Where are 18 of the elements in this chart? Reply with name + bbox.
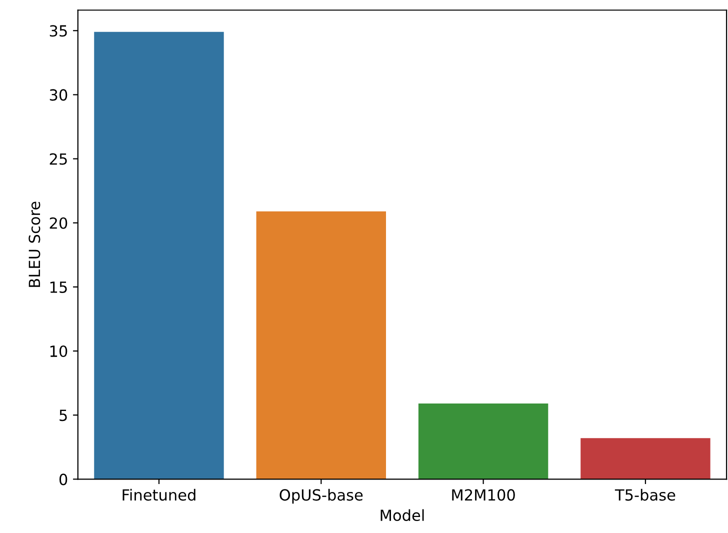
y-tick-label: 30 (50, 89, 68, 101)
y-tick-label: 5 (60, 410, 67, 422)
x-tick-label: Finetuned (122, 488, 196, 501)
y-tick-label: 25 (50, 153, 67, 165)
x-tick-label: M2M100 (452, 489, 515, 501)
y-tick-label: 10 (50, 345, 68, 358)
bar (256, 211, 386, 480)
y-tick-label: 15 (50, 282, 67, 293)
y-axis-title: BLEU Score (28, 202, 40, 287)
bar (94, 32, 224, 480)
x-axis-title: Model (380, 509, 424, 522)
bar (418, 404, 548, 480)
y-tick-label: 20 (50, 217, 68, 229)
x-tick-label: OpUS-base (280, 488, 363, 504)
y-tick-label: 0 (59, 474, 68, 486)
y-tick-label: 35 (50, 25, 67, 37)
x-tick-label: T5-base (614, 488, 676, 501)
bar (580, 438, 710, 480)
